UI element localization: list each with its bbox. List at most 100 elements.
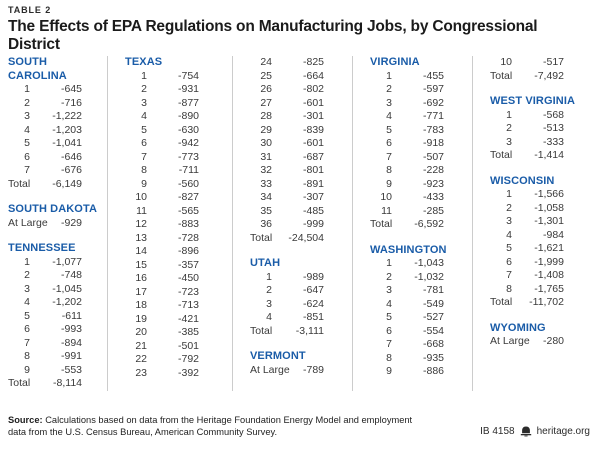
district-label: 7 [386,338,392,350]
district-label: Total [490,296,513,308]
district-row: 26 -802 [250,83,324,97]
site-link: heritage.org [536,426,590,437]
district-row: 3 -333 [490,136,564,150]
jobs-value: -647 [302,284,324,296]
district-row: 11 -565 [125,205,199,219]
report-id: IB 4158 [480,426,515,437]
district-row: 15 -357 [125,259,199,273]
district-row: 3 -1,045 [8,283,82,297]
district-label: 7 [24,164,30,176]
district-row: 3 -1,222 [8,110,82,124]
district-label: 3 [386,96,392,109]
district-label: Total [8,177,31,190]
jobs-value: -827 [177,191,199,203]
district-row: 31 -687 [250,151,324,165]
district-row: 35 -485 [250,205,324,219]
jobs-value: -421 [177,312,199,325]
district-row: 21 -501 [125,340,199,354]
district-row: Total -6,592 [370,218,444,232]
district-row: 2 -647 [250,284,324,298]
district-row: Total -7,492 [490,70,564,84]
district-label: 22 [135,353,147,365]
district-row: Total -3,111 [250,325,324,339]
jobs-value: -802 [302,83,324,95]
state-header: SOUTH DAKOTA [8,203,97,215]
district-row: 22 -792 [125,353,199,367]
state-header: WASHINGTON [370,243,447,256]
district-label: 25 [260,69,272,82]
district-row: 8 -935 [370,352,444,366]
state-group: WEST VIRGINIA 1 -568 2 -513 3 -333 Total -1,414 [490,95,594,163]
jobs-value: -825 [302,56,324,68]
jobs-value: -645 [60,83,82,95]
state-header: WISCONSIN [490,174,555,187]
district-row: 1 -1,077 [8,256,82,270]
state-header: WYOMING [490,321,546,334]
district-label: 10 [500,56,512,68]
jobs-value: -692 [422,96,444,109]
district-row: 34 -307 [250,191,324,205]
district-label: 9 [386,365,392,377]
source-label: Source: [8,415,43,425]
district-label: 5 [24,309,30,322]
state-group: TENNESSEE 1 -1,077 2 -748 3 -1,045 4 -1,202 5 -611… [8,242,107,391]
jobs-value: -1,222 [52,110,82,122]
jobs-value: -1,621 [534,242,564,254]
jobs-value: -1,032 [414,270,444,283]
jobs-value: -565 [177,204,199,217]
jobs-value: -664 [302,69,324,82]
district-row: 9 -560 [125,178,199,192]
jobs-value: -771 [422,110,444,122]
district-row: 12 -883 [125,218,199,232]
district-row: 5 -527 [370,311,444,325]
district-label: 32 [260,164,272,176]
district-label: 16 [135,272,147,284]
district-row: 5 -783 [370,124,444,138]
district-row: 20 -385 [125,326,199,340]
data-column: TEXAS 1 -754 2 -931 3 -877 4 -890 5 -630 6 -942 7 -773… [107,56,232,391]
district-label: 1 [506,188,512,200]
district-label: 1 [506,108,512,121]
district-label: 2 [506,122,512,134]
state-group: TEXAS 1 -754 2 -931 3 -877 4 -890 5 -630 6 -942 7 -773… [125,56,232,380]
district-label: 33 [260,177,272,190]
district-label: 8 [24,350,30,362]
district-row: 32 -801 [250,164,324,178]
jobs-value: -549 [422,297,444,310]
state-group: VIRGINIA 1 -455 2 -597 3 -692 4 -771 5 -783 6 -918 7 -… [370,56,472,232]
jobs-value: -773 [177,150,199,163]
jobs-value: -839 [302,123,324,136]
district-row: 36 -999 [250,218,324,232]
district-label: 6 [386,137,392,149]
district-row: 6 -554 [370,325,444,339]
district-label: 3 [24,282,30,295]
district-label: 28 [260,110,272,122]
state-group: 10 -517 Total -7,492 [490,56,594,83]
district-label: 20 [135,326,147,338]
jobs-value: -611 [61,309,82,322]
source-note: Source: Calculations based on data from … [8,414,432,438]
jobs-value: -6,149 [52,177,82,190]
district-label: 17 [135,285,147,298]
district-label: 8 [386,164,392,176]
district-row: 4 -549 [370,298,444,312]
district-label: At Large [8,216,48,229]
jobs-value: -935 [422,351,444,364]
jobs-value: -301 [302,110,324,122]
state-header: WEST VIRGINIA [490,95,576,107]
district-row: 5 -1,621 [490,242,564,256]
jobs-value: -716 [60,96,82,109]
district-label: 2 [24,96,30,109]
district-label: 2 [506,201,512,214]
district-row: 7 -668 [370,338,444,352]
district-label: 12 [135,218,147,230]
jobs-value: -3,111 [295,324,324,337]
jobs-value: -676 [60,164,82,176]
district-label: 26 [260,83,272,95]
district-label: 23 [135,366,147,379]
jobs-value: -923 [422,177,444,190]
district-label: 5 [386,123,392,136]
jobs-value: -357 [177,258,199,271]
district-label: 4 [141,110,147,122]
district-label: Total [370,218,393,230]
